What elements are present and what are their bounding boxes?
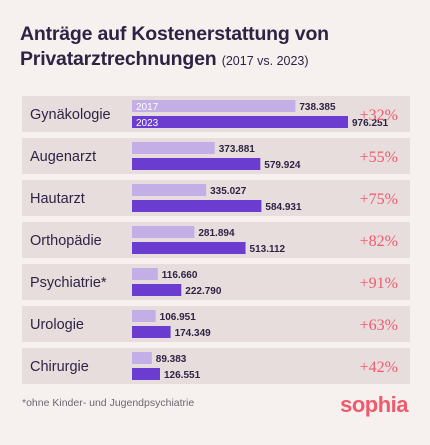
bar-2017: [132, 226, 195, 238]
change-label: +91%: [360, 275, 398, 292]
value-label-2017: 281.894: [198, 228, 235, 239]
chart-title: Anträge auf Kostenerstattung von Privata…: [20, 22, 329, 74]
value-label-2023: 579.924: [264, 160, 301, 171]
title-line-1: Anträge auf Kostenerstattung von: [20, 23, 329, 45]
row-band: [22, 306, 410, 342]
value-label-2023: 584.931: [265, 202, 302, 213]
change-label: +75%: [360, 191, 398, 208]
value-label-2023: 222.790: [185, 286, 222, 297]
value-label-2017: 116.660: [162, 270, 198, 281]
change-label: +55%: [360, 149, 398, 166]
bar-2017: [132, 100, 296, 112]
bar-2023: [132, 158, 261, 170]
title-line-2: Privatarztrechnungen (2017 vs. 2023): [20, 47, 329, 74]
category-label: Augenarzt: [30, 149, 96, 165]
row-band: [22, 348, 410, 384]
bar-2017: [132, 352, 152, 364]
value-label-2023: 126.551: [164, 370, 201, 381]
category-label: Orthopädie: [30, 233, 102, 249]
value-label-2023: 513.112: [250, 244, 286, 255]
chart-subtitle: (2017 vs. 2023): [221, 54, 309, 68]
bar-2017: [132, 268, 158, 280]
bar-2017: [132, 310, 156, 322]
category-label: Gynäkologie: [30, 107, 111, 123]
change-label: +63%: [360, 317, 398, 334]
legend-2023: 2023: [136, 118, 159, 129]
value-label-2023: 174.349: [175, 328, 212, 339]
value-label-2017: 335.027: [210, 186, 247, 197]
category-label: Hautarzt: [30, 191, 85, 207]
category-label: Psychiatrie*: [30, 275, 107, 291]
bar-2017: [132, 142, 215, 154]
legend-2017: 2017: [136, 102, 159, 113]
brand-logo: sophia: [340, 392, 408, 417]
bar-2023: [132, 284, 182, 296]
bar-2023: [132, 368, 160, 380]
bar-2023: [132, 116, 348, 128]
title-line-2-text: Privatarztrechnungen: [20, 48, 217, 70]
footnote: *ohne Kinder- und Jugendpsychiatrie: [22, 397, 195, 409]
row-band: [22, 264, 410, 300]
change-label: +32%: [360, 107, 398, 124]
value-label-2017: 738.385: [299, 102, 336, 113]
value-label-2017: 89.383: [156, 354, 187, 365]
category-label: Urologie: [30, 317, 84, 333]
bar-2017: [132, 184, 207, 196]
bar-2023: [132, 326, 171, 338]
value-label-2023: 976.251: [352, 118, 389, 129]
change-label: +82%: [360, 233, 398, 250]
category-label: Chirurgie: [30, 359, 89, 375]
bar-2023: [132, 200, 262, 212]
value-label-2017: 373.881: [219, 144, 256, 155]
bar-2023: [132, 242, 246, 254]
change-label: +42%: [360, 359, 398, 376]
value-label-2017: 106.951: [160, 312, 197, 323]
